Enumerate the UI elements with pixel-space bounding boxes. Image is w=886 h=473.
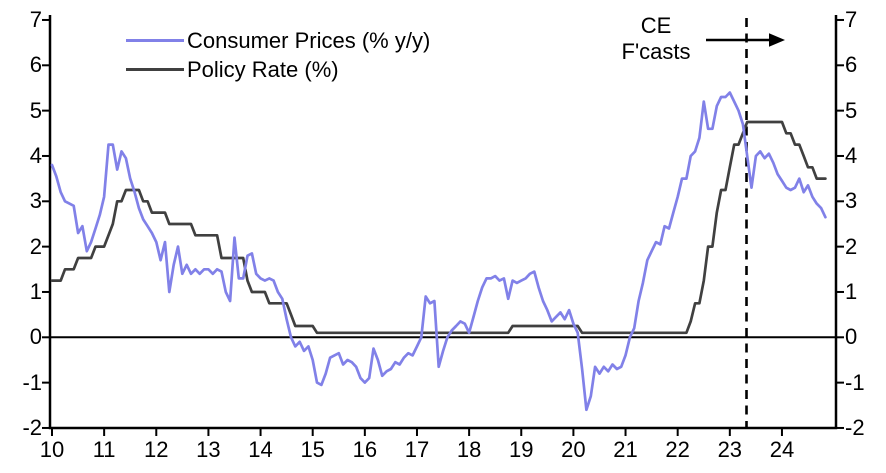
x-tick-label: 24 (769, 437, 795, 462)
axis-tick-marks (42, 18, 844, 436)
x-tick-label: 23 (717, 437, 743, 462)
x-tick-label: 16 (352, 437, 378, 462)
x-tick-label: 10 (39, 437, 65, 462)
y-tick-label-left: 3 (29, 188, 42, 214)
x-tick-label: 14 (248, 437, 273, 462)
x-tick-label: 22 (665, 437, 690, 462)
legend-item-policy-rate: Policy Rate (%) (126, 55, 430, 84)
y-tick-label-left: -2 (22, 414, 42, 440)
y-tick-label-right: 6 (845, 52, 858, 78)
forecast-annotation-line2: F'casts (621, 39, 691, 64)
x-tick-label: 18 (456, 437, 482, 462)
legend-label-policy-rate: Policy Rate (%) (187, 56, 339, 82)
y-tick-label-right: 5 (845, 97, 858, 123)
y-tick-label-left: 2 (29, 233, 42, 259)
forecast-arrow-icon (706, 33, 785, 47)
y-tick-label-right: 0 (845, 324, 858, 350)
x-tick-label: 11 (92, 437, 116, 462)
y-tick-label-right: 1 (845, 278, 858, 304)
x-tick-label: 20 (561, 437, 586, 462)
x-tick-label: 17 (404, 437, 430, 462)
axes-lines (48, 15, 838, 430)
x-tick-label: 19 (509, 437, 534, 462)
y-tick-label-right: 4 (845, 142, 858, 168)
x-tick-label: 12 (144, 437, 169, 462)
y-tick-label-left: 7 (29, 6, 42, 32)
y-tick-label-left: 6 (29, 52, 42, 78)
consumer-prices-line-swatch (126, 39, 184, 42)
data-series-lines (50, 91, 827, 412)
y-tick-label-right: -1 (845, 369, 865, 395)
y-tick-label-right: 7 (845, 6, 858, 32)
y-tick-label-left: 1 (29, 278, 42, 304)
x-tick-label: 21 (613, 437, 638, 462)
y-tick-label-left: 5 (29, 97, 42, 123)
policy-rate-line-swatch (126, 68, 184, 71)
x-tick-label: 15 (300, 437, 325, 462)
y-tick-label-right: 2 (845, 233, 858, 259)
forecast-annotation: CE F'casts (606, 13, 706, 65)
y-tick-label-left: -1 (22, 369, 42, 395)
y-tick-label-right: 3 (845, 188, 858, 214)
x-tick-label: 13 (196, 437, 221, 462)
y-tick-label-right: -2 (845, 414, 865, 440)
legend-item-consumer-prices: Consumer Prices (% y/y) (126, 26, 430, 55)
legend: Consumer Prices (% y/y) Policy Rate (%) (126, 26, 430, 84)
y-tick-label-left: 4 (29, 142, 42, 168)
y-tick-label-left: 0 (29, 324, 42, 350)
forecast-annotation-line1: CE (640, 13, 672, 38)
legend-label-consumer-prices: Consumer Prices (% y/y) (187, 27, 431, 53)
